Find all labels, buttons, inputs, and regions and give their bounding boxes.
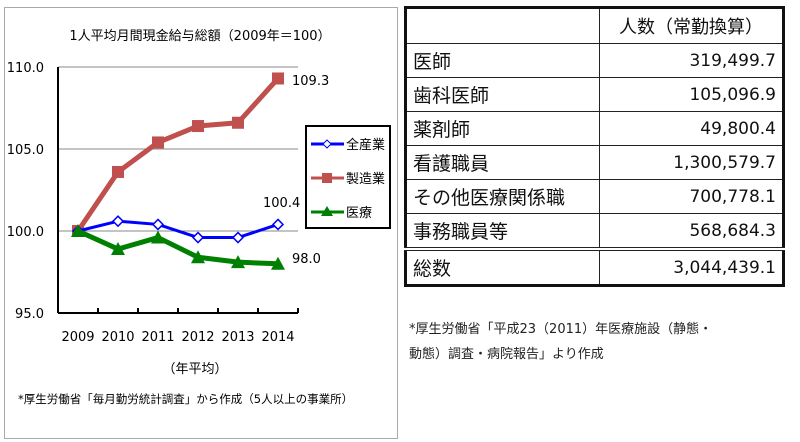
table-row: その他医療関係職 700,778.1	[405, 179, 784, 214]
legend-marker-diamond	[322, 139, 332, 149]
table-header-row: 人数（常勤換算）	[405, 7, 784, 44]
chart-panel	[4, 7, 398, 439]
chart-source-note: *厚生労働省「毎月勤労統計調査」から作成（5人以上の事業所）	[18, 392, 353, 406]
legend-marker-square	[322, 173, 332, 183]
data-point-diamond	[111, 215, 125, 228]
data-point-square	[232, 116, 244, 129]
x-tick-label: 2010	[101, 330, 134, 345]
y-tick-label: 110.0	[7, 61, 44, 76]
total-label: 総数	[405, 247, 600, 286]
header-count: 人数（常勤換算）	[599, 7, 784, 44]
data-point-diamond	[271, 218, 285, 231]
row-value: 105,096.9	[599, 77, 784, 112]
data-point-triangle	[191, 250, 205, 264]
table-source-line1: *厚生労働省「平成23（2011）年医療施設（静態・	[409, 322, 713, 337]
row-label: 歯科医師	[405, 77, 600, 112]
table-source-line2: 動態）調査・病院報告」より作成	[409, 347, 604, 362]
row-label: 医師	[405, 43, 600, 78]
table-total-row: 総数 3,044,439.1	[405, 247, 784, 286]
data-point-diamond	[151, 218, 165, 231]
series-line-製造業	[75, 76, 280, 233]
legend-label: 製造業	[346, 171, 385, 187]
legend-marker-triangle	[321, 206, 333, 216]
series-line-全産業	[77, 219, 279, 240]
x-tick-label: 2014	[261, 330, 294, 345]
data-point-diamond	[231, 231, 245, 244]
row-label: 看護職員	[405, 145, 600, 180]
row-value: 319,499.7	[599, 43, 784, 78]
row-label: その他医療関係職	[405, 179, 600, 214]
chart-title: 1人平均月間現金給与総額（2009年＝100）	[69, 28, 330, 44]
row-value: 568,684.3	[599, 213, 784, 250]
data-point-square	[192, 120, 204, 133]
data-point-triangle	[271, 256, 285, 270]
legend-label: 医療	[346, 206, 372, 221]
data-point-square	[152, 136, 164, 149]
staff-table: 人数（常勤換算） 医師 319,499.7 歯科医師 105,096.9 薬剤師 49…	[404, 6, 785, 287]
end-value-label: 100.4	[263, 196, 300, 211]
x-tick-label: 2012	[181, 330, 214, 345]
table-row: 歯科医師 105,096.9	[405, 77, 784, 112]
data-point-square	[272, 72, 284, 85]
data-point-square	[112, 165, 124, 178]
data-point-triangle	[231, 255, 245, 269]
row-label: 薬剤師	[405, 111, 600, 146]
table-row: 医師 319,499.7	[405, 43, 784, 78]
x-tick-label: 2011	[141, 330, 174, 345]
line-chart: 1人平均月間現金給与総額（2009年＝100） 95.0 100.0 105.0 110…	[7, 28, 391, 406]
x-tick-label: 2009	[61, 330, 94, 345]
header-empty-cell	[405, 7, 600, 44]
data-point-triangle	[71, 224, 85, 237]
y-tick-label: 95.0	[15, 307, 44, 322]
table-row: 薬剤師 49,800.4	[405, 111, 784, 146]
end-value-label: 98.0	[292, 252, 321, 267]
row-value: 49,800.4	[599, 111, 784, 146]
end-value-label: 109.3	[292, 74, 329, 89]
y-tick-label: 105.0	[7, 143, 44, 158]
table-row: 事務職員等 568,684.3	[405, 213, 784, 250]
total-value: 3,044,439.1	[599, 247, 784, 286]
data-point-diamond	[191, 231, 205, 244]
row-value: 700,778.1	[599, 179, 784, 214]
data-point-triangle	[151, 230, 165, 244]
legend-label: 全産業	[346, 137, 385, 153]
x-tick-label: 2013	[221, 330, 254, 345]
series-line-医療	[76, 228, 279, 267]
row-label: 事務職員等	[405, 213, 600, 250]
row-value: 1,300,579.7	[599, 145, 784, 180]
data-point-triangle	[111, 242, 125, 256]
x-axis-label: （年平均）	[162, 362, 227, 377]
y-tick-label: 100.0	[7, 225, 44, 240]
table-row: 看護職員 1,300,579.7	[405, 145, 784, 180]
